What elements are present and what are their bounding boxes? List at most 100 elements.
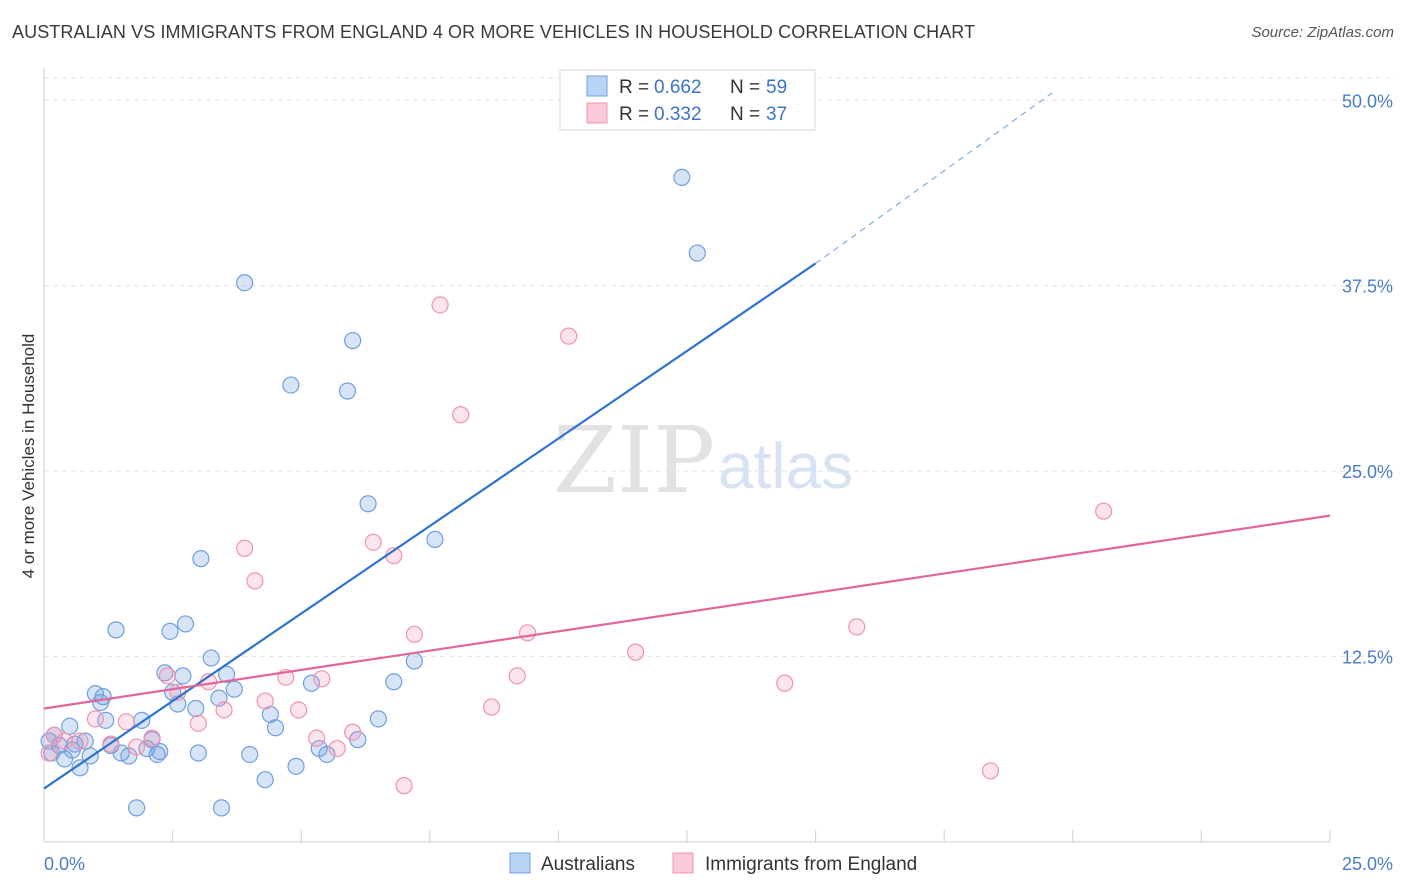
england-point-20	[313, 670, 331, 688]
australians-point-32	[202, 649, 220, 667]
australians-point-23	[156, 664, 174, 682]
england-point-2	[55, 732, 74, 750]
australians-point-47	[338, 382, 357, 400]
australians-point-34	[212, 799, 231, 817]
legend-r-label-2: R =	[619, 104, 649, 125]
legend-swatch-australians	[586, 75, 608, 97]
australians-point-48	[344, 331, 362, 350]
england-point-33	[626, 643, 645, 661]
australians-point-28	[176, 615, 195, 633]
australians-point-11	[94, 688, 112, 706]
y-tick-label-3: 50.0%	[1342, 91, 1393, 111]
bottom-legend-swatch-australians	[509, 852, 531, 874]
australians-point-30	[189, 744, 207, 762]
legend-n-label-2: N =	[730, 104, 760, 125]
england-points	[40, 296, 1113, 795]
england-point-29	[482, 698, 501, 716]
australians-point-36	[225, 680, 243, 698]
england-point-15	[246, 572, 264, 590]
australians-trend-line	[43, 262, 817, 790]
england-point-9	[158, 667, 177, 685]
england-point-21	[328, 739, 346, 758]
australians-point-51	[369, 710, 387, 728]
australians-point-29	[187, 699, 205, 718]
watermark: ZIP atlas	[553, 407, 853, 514]
england-point-36	[981, 762, 1000, 780]
england-point-26	[405, 625, 423, 643]
england-point-18	[290, 701, 308, 719]
england-point-6	[117, 713, 135, 731]
england-point-16	[256, 692, 274, 710]
australians-point-56	[688, 244, 706, 262]
chart-title: AUSTRALIAN VS IMMIGRANTS FROM ENGLAND 4 …	[12, 22, 976, 42]
australians-point-55	[673, 168, 691, 186]
x-tick-label-0: 0.0%	[44, 854, 85, 874]
legend-r-value-2: 0.332	[654, 104, 702, 125]
england-point-0	[40, 744, 58, 762]
england-point-11	[189, 714, 207, 732]
y-tick-label-2: 37.5%	[1342, 277, 1393, 297]
australians-point-17	[127, 799, 146, 817]
bottom-legend-swatch-england	[672, 852, 694, 874]
legend-box: R = 0.662 N = 59 R = 0.332 N = 37	[559, 69, 816, 131]
watermark-atlas: atlas	[718, 430, 853, 502]
australians-point-4	[61, 717, 79, 735]
england-point-25	[395, 777, 413, 795]
australians-points	[40, 168, 706, 817]
australians-point-43	[287, 757, 305, 775]
y-axis-label: 4 or more Vehicles in Household	[19, 334, 38, 579]
y-tick-label-1: 25.0%	[1342, 462, 1393, 482]
england-trend-line	[43, 514, 1331, 710]
england-point-32	[560, 327, 578, 345]
england-point-31	[518, 624, 537, 642]
australians-point-31	[192, 550, 210, 568]
australians-point-22	[151, 742, 169, 761]
australians-point-37	[236, 274, 254, 292]
england-point-8	[143, 729, 161, 747]
england-point-1	[45, 726, 63, 744]
legend-r-label-1: R =	[619, 77, 649, 98]
england-point-13	[215, 701, 233, 719]
australians-point-54	[426, 530, 444, 548]
australians-point-50	[359, 495, 377, 513]
england-point-14	[236, 539, 254, 557]
england-point-4	[86, 710, 105, 728]
australians-point-44	[302, 674, 321, 692]
australians-trend-extension	[815, 92, 1053, 264]
x-tick-label-1: 25.0%	[1342, 854, 1393, 874]
australians-point-38	[241, 745, 259, 764]
england-point-28	[452, 406, 470, 424]
legend-swatch-england	[586, 102, 608, 124]
australians-point-53	[405, 652, 423, 670]
england-point-34	[776, 674, 794, 692]
source-credit: Source: ZipAtlas.com	[1251, 24, 1394, 41]
legend-n-value-2: 37	[766, 104, 787, 125]
axes	[43, 68, 1331, 843]
australians-point-39	[256, 771, 274, 789]
australians-point-24	[161, 622, 179, 640]
bottom-legend: Australians Immigrants from England	[509, 852, 917, 875]
australians-point-58	[66, 735, 84, 753]
y-tick-labels: 12.5% 25.0% 37.5% 50.0%	[1342, 91, 1393, 667]
x-tick-labels: 0.0% 25.0%	[44, 854, 1393, 874]
england-point-23	[364, 533, 382, 551]
bottom-legend-australians: Australians	[541, 854, 635, 875]
england-point-27	[431, 296, 449, 314]
trend-lines	[43, 92, 1331, 790]
england-point-22	[344, 723, 362, 741]
legend-r-value-1: 0.662	[654, 77, 702, 98]
y-tick-label-0: 12.5%	[1342, 648, 1393, 668]
england-point-37	[1095, 502, 1113, 520]
australians-point-6	[71, 759, 89, 777]
australians-point-52	[385, 673, 403, 691]
australians-point-42	[282, 376, 300, 394]
australians-point-46	[318, 745, 336, 764]
england-point-19	[308, 729, 326, 747]
legend-n-label-1: N =	[730, 77, 760, 98]
legend-n-value-1: 59	[766, 77, 787, 98]
watermark-zip: ZIP	[553, 407, 715, 514]
australians-point-35	[218, 665, 236, 683]
bottom-legend-england: Immigrants from England	[705, 854, 917, 875]
england-point-35	[848, 618, 866, 636]
